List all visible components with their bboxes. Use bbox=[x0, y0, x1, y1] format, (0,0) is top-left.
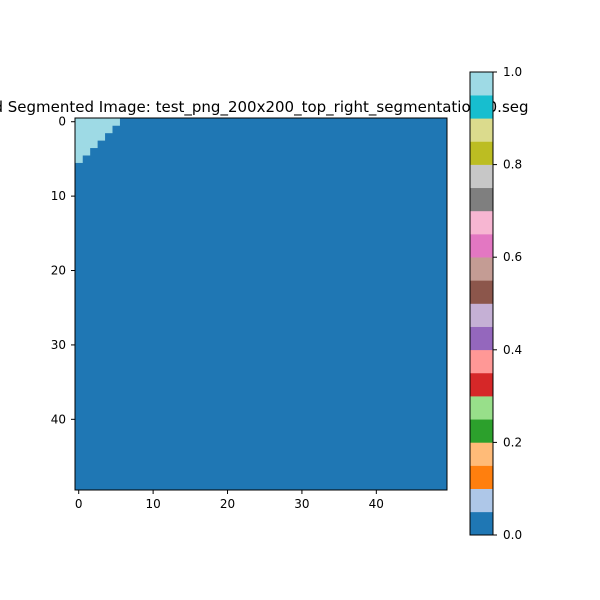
colorbar-segment bbox=[470, 511, 493, 536]
y-axis: 0 10 20 30 40 bbox=[51, 115, 75, 426]
heatmap-background bbox=[75, 118, 447, 490]
colorbar-segment bbox=[470, 210, 493, 235]
colorbar-segment bbox=[470, 326, 493, 351]
heatmap-plot bbox=[74, 117, 448, 491]
y-tick-label: 0 bbox=[58, 115, 66, 129]
x-tick-label: 20 bbox=[220, 497, 235, 511]
colorbar-tick-label: 0.2 bbox=[503, 435, 522, 449]
colorbar: 0.0 0.2 0.4 0.6 0.8 1.0 bbox=[469, 65, 522, 542]
heatmap-cell-row-2 bbox=[75, 132, 106, 141]
colorbar-segment bbox=[470, 396, 493, 420]
colorbar-segment bbox=[470, 419, 493, 443]
chart-title: d Segmented Image: test_png_200x200_top_… bbox=[0, 98, 529, 117]
colorbar-segment bbox=[470, 141, 493, 165]
colorbar-tick-label: 0.6 bbox=[503, 250, 522, 264]
y-tick-label: 20 bbox=[51, 264, 66, 278]
colorbar-segment bbox=[470, 280, 493, 304]
colorbar-frame bbox=[469, 71, 494, 536]
colorbar-segment bbox=[470, 488, 493, 513]
x-tick-label: 10 bbox=[145, 497, 160, 511]
y-tick-label: 40 bbox=[51, 412, 66, 426]
colorbar-segment bbox=[470, 349, 493, 374]
y-tick-label: 10 bbox=[51, 189, 66, 203]
colorbar-segment bbox=[470, 257, 493, 281]
colorbar-segment bbox=[470, 95, 493, 119]
colorbar-segment bbox=[470, 303, 493, 327]
colorbar-segment bbox=[470, 442, 493, 466]
heatmap-cell-row-1 bbox=[75, 125, 113, 134]
colorbar-tick-label: 1.0 bbox=[503, 65, 522, 79]
plot-frame bbox=[74, 117, 448, 491]
colorbar-segment bbox=[470, 187, 493, 212]
colorbar-segment bbox=[470, 72, 493, 96]
colorbar-tick-label: 0.4 bbox=[503, 343, 522, 357]
heatmap-cell-row-4 bbox=[75, 147, 91, 156]
colorbar-segment bbox=[470, 234, 493, 258]
x-tick-label: 40 bbox=[369, 497, 384, 511]
colorbar-segment bbox=[470, 118, 493, 142]
y-tick-label: 30 bbox=[51, 338, 66, 352]
colorbar-segment bbox=[470, 372, 493, 397]
colorbar-tick-label: 0.0 bbox=[503, 528, 522, 542]
x-tick-label: 30 bbox=[294, 497, 309, 511]
heatmap-cell-row-3 bbox=[75, 140, 98, 149]
colorbar-segment bbox=[470, 465, 493, 489]
colorbar-segment bbox=[470, 164, 493, 189]
x-axis: 0 10 20 30 40 bbox=[75, 490, 384, 511]
heatmap-cell-row-5 bbox=[75, 155, 83, 163]
heatmap-cell-row-0 bbox=[75, 118, 120, 126]
x-tick-label: 0 bbox=[75, 497, 83, 511]
colorbar-tick-label: 0.8 bbox=[503, 158, 522, 172]
